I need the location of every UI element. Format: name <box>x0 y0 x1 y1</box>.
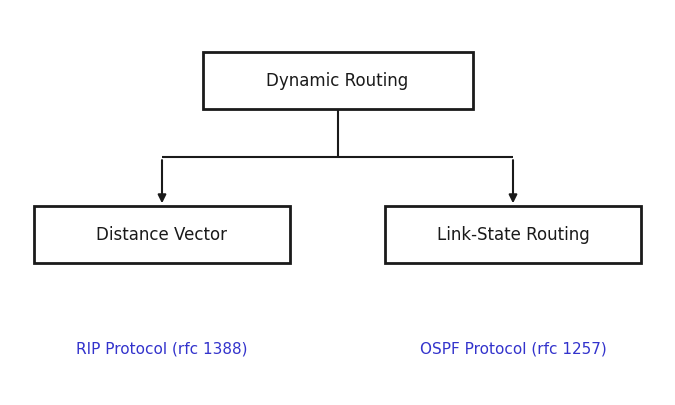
Text: Distance Vector: Distance Vector <box>97 226 227 244</box>
Bar <box>385 207 641 263</box>
Bar <box>34 207 290 263</box>
Text: Link-State Routing: Link-State Routing <box>437 226 589 244</box>
Bar <box>202 53 472 109</box>
Text: Dynamic Routing: Dynamic Routing <box>267 72 408 90</box>
Text: OSPF Protocol (rfc 1257): OSPF Protocol (rfc 1257) <box>420 341 606 356</box>
Text: RIP Protocol (rfc 1388): RIP Protocol (rfc 1388) <box>76 341 248 356</box>
